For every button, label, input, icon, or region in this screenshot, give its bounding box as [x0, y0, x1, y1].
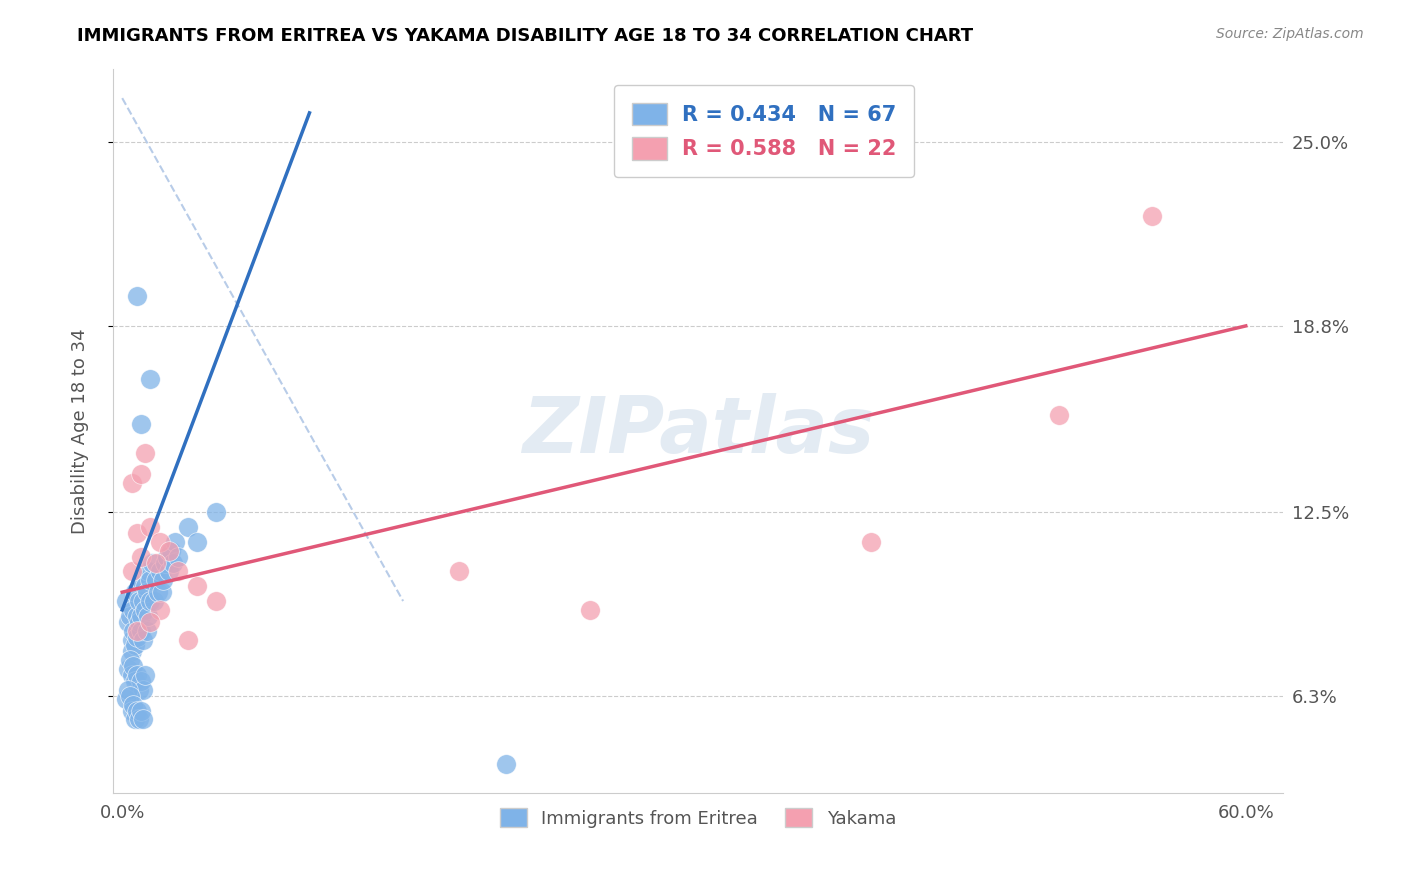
- Point: [118, 689, 141, 703]
- Point: [149, 565, 172, 579]
- Point: [177, 520, 200, 534]
- Point: [117, 662, 139, 676]
- Point: [141, 556, 163, 570]
- Point: [128, 682, 150, 697]
- Point: [135, 624, 157, 638]
- Point: [129, 467, 152, 481]
- Point: [138, 565, 160, 579]
- Point: [121, 475, 143, 490]
- Point: [132, 632, 155, 647]
- Point: [134, 446, 156, 460]
- Point: [139, 520, 162, 534]
- Point: [127, 704, 149, 718]
- Point: [579, 603, 602, 617]
- Point: [139, 615, 162, 629]
- Point: [128, 712, 150, 726]
- Point: [177, 632, 200, 647]
- Point: [145, 556, 167, 570]
- Point: [150, 585, 173, 599]
- Point: [167, 565, 190, 579]
- Point: [139, 574, 162, 588]
- Point: [121, 644, 143, 658]
- Point: [1140, 210, 1163, 224]
- Point: [160, 543, 183, 558]
- Point: [135, 585, 157, 599]
- Point: [121, 565, 143, 579]
- Point: [127, 630, 149, 644]
- Point: [149, 603, 172, 617]
- Point: [124, 712, 146, 726]
- Point: [122, 659, 145, 673]
- Point: [117, 615, 139, 629]
- Point: [186, 534, 208, 549]
- Text: Source: ZipAtlas.com: Source: ZipAtlas.com: [1216, 27, 1364, 41]
- Point: [143, 594, 166, 608]
- Point: [129, 417, 152, 431]
- Point: [149, 534, 172, 549]
- Text: ZIPatlas: ZIPatlas: [522, 393, 875, 469]
- Point: [157, 565, 180, 579]
- Point: [121, 632, 143, 647]
- Point: [134, 579, 156, 593]
- Point: [167, 549, 190, 564]
- Point: [132, 682, 155, 697]
- Point: [205, 505, 228, 519]
- Point: [118, 653, 141, 667]
- Point: [118, 608, 141, 623]
- Point: [128, 615, 150, 629]
- Point: [124, 585, 146, 599]
- Point: [117, 682, 139, 697]
- Point: [127, 289, 149, 303]
- Point: [115, 594, 138, 608]
- Point: [124, 639, 146, 653]
- Point: [132, 594, 155, 608]
- Point: [152, 574, 174, 588]
- Point: [122, 698, 145, 712]
- Point: [162, 556, 184, 570]
- Point: [1047, 408, 1070, 422]
- Point: [157, 543, 180, 558]
- Point: [129, 704, 152, 718]
- Point: [122, 624, 145, 638]
- Point: [495, 756, 517, 771]
- Y-axis label: Disability Age 18 to 34: Disability Age 18 to 34: [72, 328, 89, 533]
- Point: [139, 594, 162, 608]
- Point: [132, 712, 155, 726]
- Point: [129, 549, 152, 564]
- Point: [127, 624, 149, 638]
- Point: [860, 534, 883, 549]
- Point: [449, 565, 471, 579]
- Point: [124, 673, 146, 688]
- Point: [129, 624, 152, 638]
- Point: [127, 526, 149, 541]
- Legend: Immigrants from Eritrea, Yakama: Immigrants from Eritrea, Yakama: [492, 801, 904, 835]
- Text: IMMIGRANTS FROM ERITREA VS YAKAMA DISABILITY AGE 18 TO 34 CORRELATION CHART: IMMIGRANTS FROM ERITREA VS YAKAMA DISABI…: [77, 27, 973, 45]
- Point: [155, 556, 177, 570]
- Point: [138, 608, 160, 623]
- Point: [127, 668, 149, 682]
- Point: [129, 673, 152, 688]
- Point: [129, 574, 152, 588]
- Point: [134, 668, 156, 682]
- Point: [128, 594, 150, 608]
- Point: [115, 691, 138, 706]
- Point: [205, 594, 228, 608]
- Point: [186, 579, 208, 593]
- Point: [163, 534, 186, 549]
- Point: [127, 608, 149, 623]
- Point: [129, 608, 152, 623]
- Point: [145, 574, 167, 588]
- Point: [121, 668, 143, 682]
- Point: [134, 603, 156, 617]
- Point: [139, 372, 162, 386]
- Point: [156, 549, 179, 564]
- Point: [146, 585, 169, 599]
- Point: [122, 603, 145, 617]
- Point: [121, 704, 143, 718]
